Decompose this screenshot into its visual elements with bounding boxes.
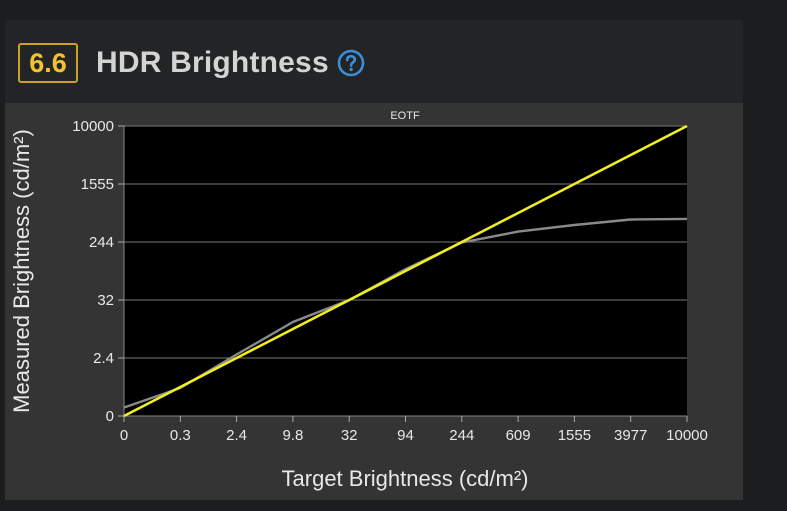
x-tick-label: 0 [120,427,128,444]
x-tick-label: 10000 [666,427,708,444]
question-circle-icon[interactable] [337,49,365,77]
y-tick-label: 2.4 [93,350,114,367]
x-tick-label: 2.4 [226,427,247,444]
y-axis-label: Measured Brightness (cd/m²) [9,129,34,413]
y-tick-label: 32 [97,292,114,309]
section-title: HDR Brightness [96,46,329,79]
score-badge: 6.6 [18,43,78,83]
x-tick-label: 9.8 [282,427,303,444]
chart-title: EOTF [390,110,420,122]
x-tick-label: 609 [506,427,531,444]
x-tick-label: 32 [341,427,358,444]
x-tick-labels: 0 0.3 2.4 9.8 32 94 244 609 1555 3977 10000 [120,416,708,444]
x-tick-label: 244 [449,427,474,444]
x-tick-label: 3977 [614,427,647,444]
x-axis-label: Target Brightness (cd/m²) [282,466,529,491]
target-eotf-line [123,124,688,418]
x-tick-label: 0.3 [170,427,191,444]
x-tick-label: 94 [397,427,414,444]
y-tick-labels: 0 2.4 32 244 1555 10000 [72,118,124,425]
y-tick-label: 1555 [81,176,114,193]
chart-container: EOTF 0 2.4 32 244 1555 10000 0 0.3 2.4 9.8 32 94 24… [5,103,743,500]
x-tick-label: 1555 [558,427,591,444]
measured-eotf-line [123,217,688,409]
series-lines [123,124,688,418]
section-header: 6.6 HDR Brightness [18,40,365,86]
y-tick-label: 244 [89,234,114,251]
eotf-chart: EOTF 0 2.4 32 244 1555 10000 0 0.3 2.4 9.8 32 94 24… [9,110,708,491]
y-tick-label: 0 [106,408,114,425]
y-tick-label: 10000 [72,118,114,135]
